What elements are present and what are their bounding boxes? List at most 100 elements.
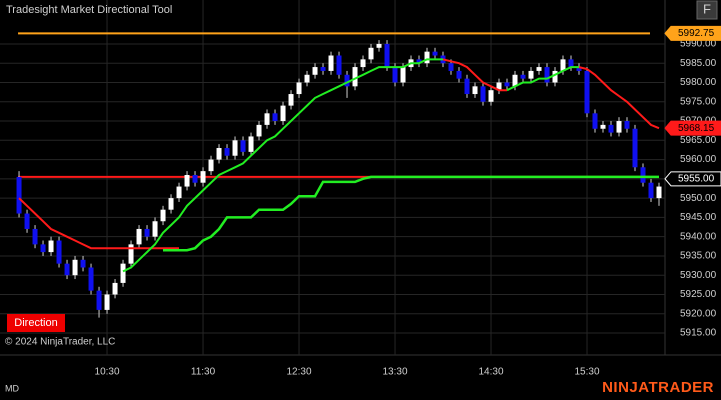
indicator-line — [163, 175, 659, 252]
y-tick-label: 5980.00 — [680, 77, 717, 88]
x-tick-label: 11:30 — [191, 367, 216, 378]
axis: 5915.00 5920.00 5925.00 5930.00 5935.00 5940.… — [95, 25, 721, 378]
candle-body — [480, 86, 486, 102]
candle-body — [392, 67, 398, 83]
candle-body — [496, 82, 502, 91]
candle-body — [656, 186, 662, 199]
candle-body — [336, 55, 342, 75]
x-tick-label: 12:30 — [287, 367, 312, 378]
price-marker — [664, 171, 721, 187]
indicator-line — [122, 58, 579, 273]
candle-body — [72, 259, 78, 276]
candle-body — [456, 70, 462, 79]
candle-body — [360, 59, 366, 68]
candle-body — [472, 86, 478, 95]
y-tick-label: 5930.00 — [680, 270, 717, 281]
y-tick-label: 5915.00 — [680, 328, 717, 339]
candle-body — [112, 282, 118, 295]
candle-body — [584, 70, 590, 114]
x-tick-label: 13:30 — [383, 367, 408, 378]
candle-body — [512, 74, 518, 87]
candle-body — [120, 263, 126, 283]
footer-label: MD — [5, 383, 19, 393]
candle-body — [248, 136, 254, 152]
candle-body — [624, 121, 630, 129]
candle-body — [32, 228, 38, 245]
candle-body — [600, 124, 606, 129]
candle-body — [288, 94, 294, 106]
candle-body — [464, 78, 470, 95]
plot — [16, 32, 662, 318]
candle-body — [648, 182, 654, 199]
candle-body — [152, 221, 158, 237]
brand-logo: NINJATRADER — [602, 379, 714, 396]
candle-body — [544, 67, 550, 83]
candle-body — [328, 55, 334, 71]
candle-body — [256, 124, 262, 137]
candle-body — [560, 59, 566, 71]
candle-body — [56, 240, 62, 264]
y-tick-label: 5920.00 — [680, 308, 717, 319]
y-tick-label: 5965.00 — [680, 135, 717, 146]
candle-body — [128, 244, 134, 264]
candle-body — [416, 59, 422, 64]
candle-body — [296, 82, 302, 95]
price-marker-label: 5955.00 — [678, 173, 715, 184]
candle-body — [64, 263, 70, 276]
f-button[interactable]: F — [703, 1, 711, 16]
f-button-bg[interactable] — [696, 0, 718, 20]
candle-body — [520, 74, 526, 79]
candle-body — [552, 70, 558, 83]
price-marker-label: 5968.15 — [678, 123, 715, 134]
candle-body — [424, 51, 430, 64]
candle-body — [232, 140, 238, 156]
candle-body — [104, 294, 110, 310]
candle-body — [528, 70, 534, 79]
x-tick-label: 10:30 — [95, 367, 120, 378]
candle-body — [320, 67, 326, 71]
candle-body — [224, 148, 230, 156]
candle-body — [200, 171, 206, 183]
candle-body — [240, 140, 246, 152]
candle-body — [16, 176, 22, 214]
candle-body — [576, 67, 582, 71]
candle-body — [632, 128, 638, 168]
copyright: © 2024 NinjaTrader, LLC — [5, 337, 115, 348]
y-tick-label: 5975.00 — [680, 96, 717, 107]
candle-body — [536, 67, 542, 71]
candle-body — [208, 159, 214, 172]
candle-body — [568, 59, 574, 68]
candle-body — [384, 43, 390, 68]
candle-body — [80, 259, 86, 268]
x-tick-label: 14:30 — [478, 367, 503, 378]
candle-body — [184, 174, 190, 187]
direction-bg — [7, 314, 65, 332]
candle-body — [88, 267, 94, 291]
candle-body — [608, 124, 614, 133]
y-tick-label: 5985.00 — [680, 58, 717, 69]
candle-body — [592, 113, 598, 129]
candle-body — [376, 43, 382, 48]
candle-body — [160, 209, 166, 222]
candle-body — [312, 67, 318, 75]
candle-body — [144, 228, 150, 237]
price-marker-label: 5992.75 — [678, 28, 715, 39]
candle-body — [136, 228, 142, 245]
candle-body — [432, 51, 438, 56]
candle-body — [504, 82, 510, 87]
candle-body — [448, 63, 454, 71]
y-tick-label: 5940.00 — [680, 231, 717, 242]
candle-body — [280, 105, 286, 122]
x-tick-label: 15:30 — [574, 367, 599, 378]
candle-body — [192, 174, 198, 183]
candle-body — [168, 198, 174, 210]
price-marker — [664, 120, 721, 136]
candle-body — [24, 213, 30, 229]
candle-body — [96, 290, 102, 310]
candle-body — [272, 113, 278, 122]
y-tick-label: 5935.00 — [680, 251, 717, 262]
candle-body — [344, 74, 350, 87]
chart-title: Tradesight Market Directional Tool — [6, 4, 172, 16]
y-tick-label: 5950.00 — [680, 193, 717, 204]
